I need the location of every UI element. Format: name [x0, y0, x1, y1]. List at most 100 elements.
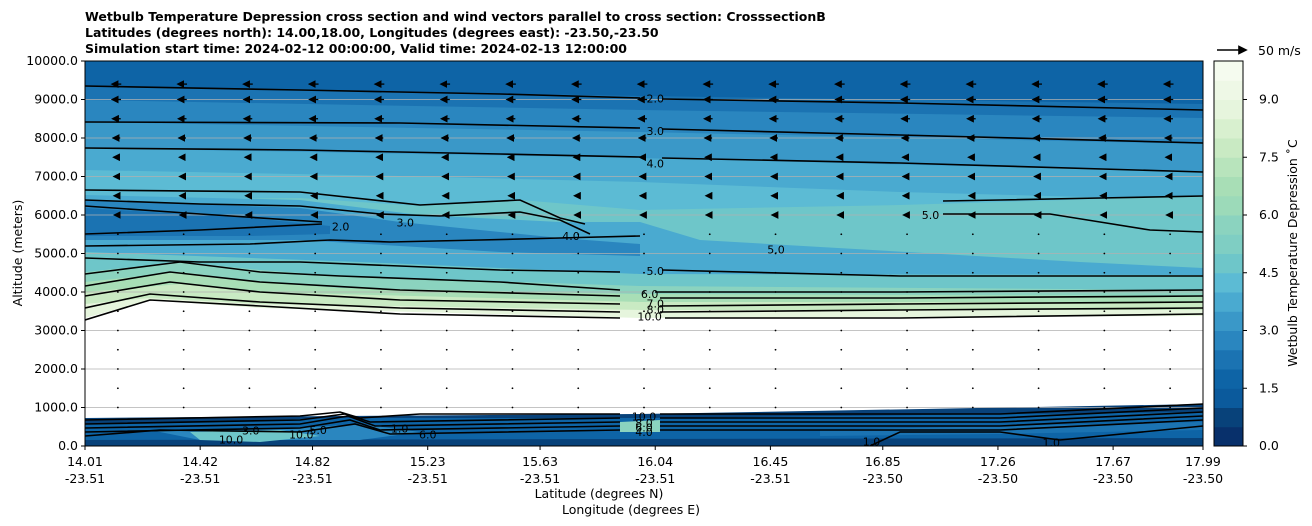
wind-vector — [1103, 348, 1106, 351]
wind-vector — [840, 310, 843, 313]
contour-label: 10.0 — [632, 410, 657, 423]
contour-label: 5.0 — [646, 265, 664, 278]
wind-vector — [840, 348, 843, 351]
bottom-contour-6 — [869, 425, 1203, 446]
wind-vector — [248, 387, 251, 390]
wind-vector — [840, 252, 843, 255]
wind-vector — [380, 310, 382, 313]
wind-vector — [971, 271, 974, 274]
wind-vector — [380, 252, 382, 255]
y-axis-label: Altitude (meters) — [10, 200, 25, 307]
colorbar-tick-label: 1.5 — [1259, 380, 1279, 395]
wind-vector — [708, 329, 711, 332]
y-tick-label: 7000.0 — [34, 169, 78, 184]
wind-vector — [1169, 348, 1172, 351]
wind-vector — [116, 271, 119, 274]
x-tick-label-lon: -23.51 — [408, 471, 448, 486]
x-tick-label-lon: -23.51 — [65, 471, 105, 486]
wind-vector — [116, 387, 119, 390]
wind-vector — [248, 310, 251, 313]
colorbar-segment — [1214, 388, 1243, 408]
wind-vector — [314, 252, 317, 255]
wind-vector — [1169, 271, 1172, 274]
x-tick-label-lon: -23.50 — [978, 471, 1018, 486]
wind-vector — [577, 233, 580, 236]
wind-vector — [708, 406, 711, 409]
wind-vector — [314, 271, 317, 274]
wind-vector — [906, 329, 908, 332]
contour-labels: 2.03.04.02.0 3.04.05.05.05.06.07.08.010.0… — [219, 93, 1060, 446]
wind-vector — [906, 348, 908, 351]
wind-vector — [1169, 310, 1172, 313]
wind-vector — [1169, 252, 1172, 255]
contour-4 — [85, 147, 1203, 173]
wind-vector — [1103, 271, 1106, 274]
wind-vector — [708, 348, 711, 351]
x-tick-label-lon: -23.51 — [520, 471, 560, 486]
colorbar-tick-label: 0.0 — [1259, 438, 1279, 453]
wind-vector — [774, 233, 777, 236]
contour-2 — [85, 85, 1203, 111]
contour-label: 2.0 — [332, 221, 350, 234]
contour-6 — [85, 261, 1203, 293]
wind-vector — [577, 271, 580, 274]
contour-label: 4.0 — [635, 426, 653, 439]
contour-label: 8.0 — [646, 303, 664, 316]
wind-vector — [906, 271, 908, 274]
wind-vector — [511, 233, 514, 236]
wind-vector — [971, 310, 974, 313]
plot-area: 2.03.04.02.0 3.04.05.05.05.06.07.08.010.0… — [85, 61, 1203, 446]
wind-vector — [116, 291, 119, 293]
wind-vector — [511, 406, 514, 409]
contour-8 — [85, 281, 1203, 307]
wind-vector — [971, 387, 974, 390]
colorbar-segment — [1214, 426, 1243, 447]
wind-vectors — [110, 80, 1174, 409]
wind-vector — [445, 368, 448, 370]
wind-vector — [248, 329, 251, 332]
wind-vector — [840, 387, 843, 390]
wind-vector — [971, 291, 974, 293]
x-tick-label-lat: 16.45 — [753, 454, 789, 469]
wind-vector — [708, 271, 711, 274]
wind-vector — [380, 233, 382, 236]
bottom-contour-3 — [85, 411, 1203, 429]
wind-vector — [840, 271, 843, 274]
contour-label: 5.0 — [309, 424, 327, 437]
bottom-contour-5 — [85, 419, 1203, 437]
wind-vector — [445, 310, 448, 313]
wind-vector — [182, 252, 185, 255]
wind-vector — [511, 252, 514, 255]
wind-vector — [182, 348, 185, 351]
wind-vector — [380, 271, 382, 274]
wind-vector — [445, 252, 448, 255]
x-axis-label-lon: Longitude (degrees E) — [562, 502, 700, 517]
wind-vector — [511, 329, 514, 332]
colorbar-segment — [1214, 272, 1243, 293]
wind-vector — [774, 291, 777, 293]
contour-5a — [85, 189, 586, 225]
wind-vector — [774, 387, 777, 390]
wind-vector — [380, 329, 382, 332]
x-tick-label-lat: 16.04 — [637, 454, 673, 469]
wind-vector — [643, 271, 645, 274]
chart-title-line-1: Wetbulb Temperature Depression cross sec… — [85, 9, 826, 24]
quiver-key: 50 m/s — [1217, 43, 1301, 58]
wind-vector — [182, 387, 185, 390]
wind-vector — [248, 291, 251, 293]
wind-vector — [1037, 368, 1040, 370]
wind-vector — [445, 406, 448, 409]
wind-vector — [511, 348, 514, 351]
quiver-key-label: 50 m/s — [1258, 43, 1301, 58]
wind-vector — [116, 310, 119, 313]
wind-vector — [380, 387, 382, 390]
x-tick-label-lat: 17.26 — [980, 454, 1016, 469]
wind-vector — [840, 329, 843, 332]
wind-vector — [906, 291, 908, 293]
y-tick-label: 4000.0 — [34, 284, 78, 299]
wind-vector — [577, 329, 580, 332]
y-tick-label: 2000.0 — [34, 361, 78, 376]
wind-vector — [511, 310, 514, 313]
contour-label: 3.0 — [646, 125, 664, 138]
